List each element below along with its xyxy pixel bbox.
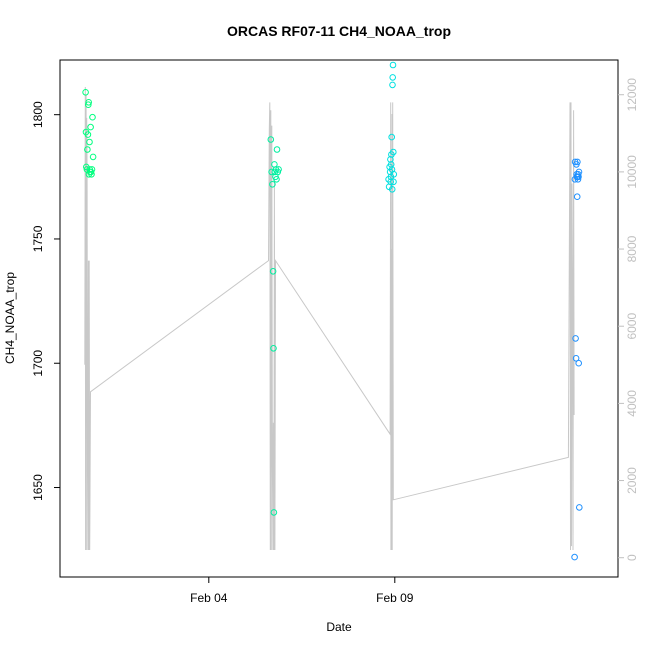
altitude-series-line [84, 86, 575, 551]
data-point [86, 138, 93, 146]
data-point [387, 156, 394, 163]
y-tick-label: 1800 [31, 101, 45, 128]
data-point [388, 133, 396, 141]
y-axis: 1650 1700 1750 1800 [31, 101, 60, 501]
plot-frame [59, 59, 619, 578]
data-point [84, 131, 92, 138]
x-tick-label: Feb 09 [376, 591, 414, 605]
data-points-layer [82, 61, 583, 561]
data-point [390, 178, 397, 186]
data-point [572, 355, 580, 362]
y2-tick-label: 0 [625, 554, 639, 561]
data-point [85, 101, 92, 108]
y-tick-label: 1750 [31, 225, 45, 252]
data-point [270, 509, 278, 516]
data-point [387, 161, 395, 168]
data-point [389, 74, 397, 81]
data-point [571, 553, 578, 561]
data-point [576, 504, 583, 511]
y-axis-label: CH4_NOAA_trop [3, 272, 17, 364]
data-point [87, 123, 94, 131]
data-point [85, 99, 92, 106]
data-point [572, 335, 579, 342]
data-point [575, 168, 583, 176]
data-point [388, 186, 396, 193]
data-point [575, 173, 582, 181]
y2-tick-label: 8000 [625, 235, 639, 262]
data-point [88, 171, 95, 178]
data-point [89, 153, 97, 161]
altitude-line-layer [84, 86, 575, 551]
x-tick-label: Feb 04 [190, 591, 228, 605]
data-point [270, 345, 277, 352]
data-point [84, 146, 91, 153]
y2-tick-label: 6000 [625, 313, 639, 340]
y2-tick-label: 2000 [625, 467, 639, 494]
y2-axis: 0 2000 4000 6000 8000 10000 12000 [618, 78, 639, 561]
y2-tick-label: 12000 [625, 78, 639, 112]
data-point [574, 176, 582, 183]
y2-tick-label: 4000 [625, 390, 639, 417]
x-axis-label: Date [326, 620, 352, 634]
data-point [82, 89, 89, 96]
data-point [389, 61, 397, 69]
data-point [390, 148, 397, 156]
data-point [273, 176, 280, 183]
y2-tick-label: 10000 [625, 155, 639, 189]
y-tick-label: 1650 [31, 474, 45, 501]
data-point [390, 171, 398, 178]
data-point [88, 166, 96, 173]
data-point [387, 178, 395, 186]
data-point [573, 193, 581, 200]
data-point [574, 158, 581, 166]
data-point [389, 81, 396, 89]
data-point [275, 166, 282, 173]
data-point [575, 359, 583, 367]
chart-title: ORCAS RF07-11 CH4_NOAA_trop [227, 23, 451, 39]
data-point [89, 113, 96, 121]
data-point [269, 268, 277, 275]
data-point [267, 136, 275, 143]
data-point [273, 146, 281, 153]
data-point [269, 181, 276, 188]
x-axis: Feb 04 Feb 09 [190, 577, 414, 605]
y-tick-label: 1700 [31, 350, 45, 377]
